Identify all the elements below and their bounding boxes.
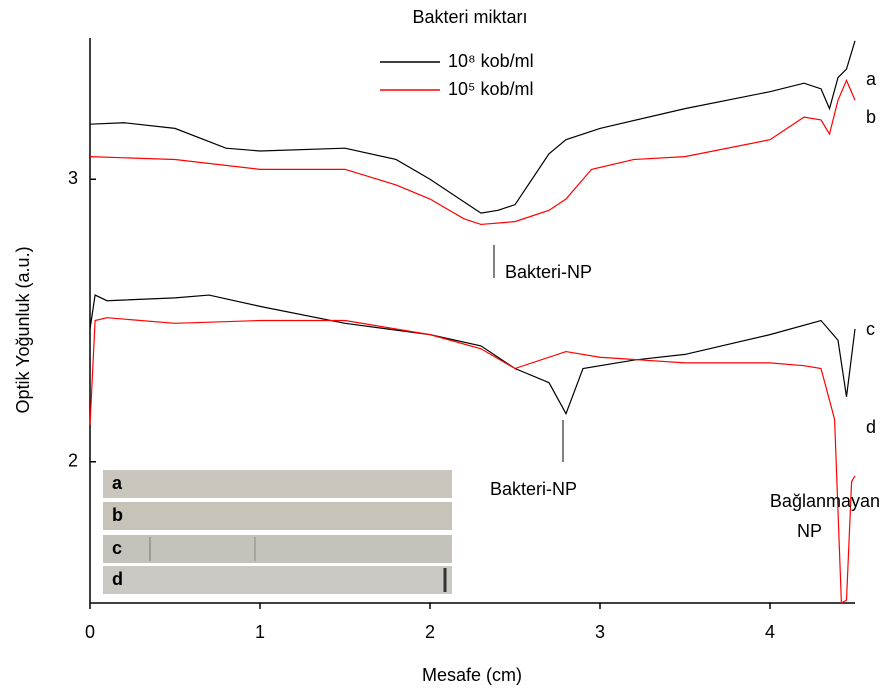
y-axis-title: Optik Yoğunluk (a.u.) (13, 246, 33, 413)
inset-label: a (112, 473, 123, 493)
annotation: Bakteri-NP (490, 479, 577, 499)
series-line (89, 40, 856, 214)
strip (103, 470, 452, 498)
x-tick-label: 4 (765, 622, 775, 642)
legend-title: Bakteri miktarı (412, 7, 527, 27)
inset-label: d (112, 569, 123, 589)
annotation: c (866, 319, 875, 339)
y-tick-label: 2 (68, 451, 78, 471)
inset-label: b (112, 505, 123, 525)
annotation: Bağlanmayan (770, 491, 880, 511)
series-line (89, 317, 856, 604)
x-tick-label: 0 (85, 622, 95, 642)
annotation: d (866, 417, 876, 437)
strip (103, 502, 452, 530)
legend-label: 10⁸ kob/ml (448, 51, 534, 71)
inset-label: c (112, 538, 122, 558)
inset-photo (103, 470, 452, 594)
y-tick-label: 3 (68, 168, 78, 188)
series-line (89, 78, 856, 226)
strip (103, 535, 452, 563)
strip (103, 566, 452, 594)
annotation: Bakteri-NP (505, 262, 592, 282)
annotation: b (866, 107, 876, 127)
legend-label: 10⁵ kob/ml (448, 79, 534, 99)
x-tick-label: 3 (595, 622, 605, 642)
x-tick-label: 2 (425, 622, 435, 642)
x-tick-label: 1 (255, 622, 265, 642)
x-axis-title: Mesafe (cm) (422, 665, 522, 685)
series-line (89, 294, 856, 416)
annotation: a (866, 69, 877, 89)
annotation: NP (797, 521, 822, 541)
